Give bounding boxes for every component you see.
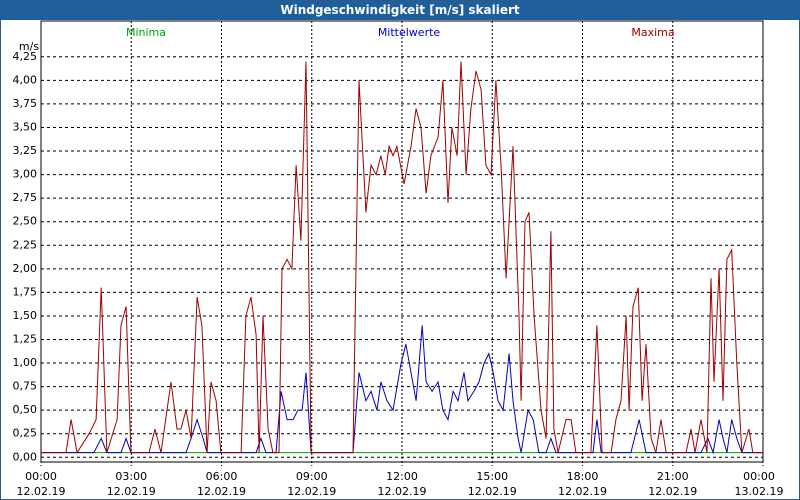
y-tick-label: 2,50 <box>13 215 38 228</box>
x-tick-label: 00:00 13.02.19 <box>734 470 784 498</box>
x-tick-label: 12:00 12.02.19 <box>377 470 427 498</box>
x-tick-label: 03:00 12.02.19 <box>106 470 156 498</box>
y-tick-label: 4,25 <box>13 50 38 63</box>
y-tick-label: 2,75 <box>13 191 38 204</box>
y-tick-label: 1,25 <box>13 333 38 346</box>
x-tick-label: 15:00 12.02.19 <box>467 470 517 498</box>
x-tick-label: 21:00 12.02.19 <box>648 470 698 498</box>
title-bar: Windgeschwindigkeit [m/s] skaliert <box>1 1 799 20</box>
x-tick-label: 00:00 12.02.19 <box>16 470 66 498</box>
y-tick-label: 1,50 <box>13 309 38 322</box>
legend-entry: Minima <box>126 26 166 39</box>
y-tick-label: 2,00 <box>13 262 38 275</box>
y-tick-label: 1,00 <box>13 356 38 369</box>
y-tick-label: 3,25 <box>13 144 38 157</box>
y-tick-label: 0,25 <box>13 427 38 440</box>
legend-entry: Mittelwerte <box>378 26 441 39</box>
y-tick-label: 0,00 <box>13 450 38 463</box>
y-tick-label: 3,75 <box>13 97 38 110</box>
y-tick-label: 2,25 <box>13 238 38 251</box>
x-tick-label: 09:00 12.02.19 <box>287 470 337 498</box>
y-tick-label: 3,00 <box>13 168 38 181</box>
y-tick-label: 0,75 <box>13 380 38 393</box>
series-line <box>41 61 763 454</box>
x-tick-label: 06:00 12.02.19 <box>197 470 246 498</box>
y-tick-label: 0,50 <box>13 403 38 416</box>
x-tick-label: 18:00 12.02.19 <box>558 470 607 498</box>
y-tick-label: 4,00 <box>13 73 38 86</box>
y-tick-label: 1,75 <box>13 285 38 298</box>
legend-entry: Maxima <box>631 26 674 39</box>
y-tick-label: 3,50 <box>13 120 38 133</box>
y-axis-label: m/s <box>19 40 39 53</box>
